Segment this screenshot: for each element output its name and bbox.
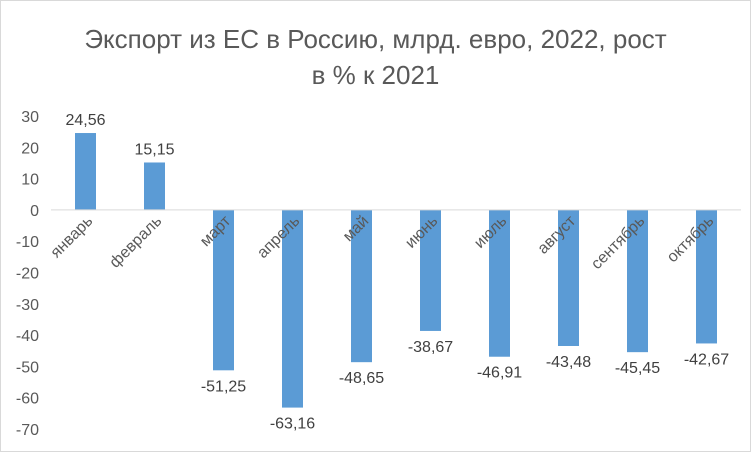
data-label: 24,56 [65,112,105,129]
bar [696,209,717,344]
x-category-label: январь [48,213,97,262]
data-label: 15,15 [134,141,174,158]
y-tick-label: 30 [21,109,39,126]
bar [213,209,234,371]
x-category-label: февраль [107,213,166,272]
bar [627,209,648,353]
data-label: -51,25 [201,378,246,395]
bar [282,209,303,408]
bar [75,133,96,210]
bar [351,209,372,363]
chart-title: Экспорт из ЕС в Россию, млрд. евро, 2022… [1,21,750,93]
data-label: -63,16 [270,416,315,433]
y-tick-label: -60 [16,391,39,408]
bar [420,209,441,331]
data-label: -48,65 [339,370,384,387]
y-tick-label: 10 [21,172,39,189]
data-label: -43,48 [546,354,591,371]
chart-title-line-2: в % к 2021 [311,60,440,90]
y-tick-label: -10 [16,234,39,251]
bar [489,209,510,357]
y-tick-label: -50 [16,359,39,376]
y-tick-label: 0 [30,203,39,220]
bar [144,162,165,210]
y-tick-label: -30 [16,297,39,314]
y-tick-label: -20 [16,266,39,283]
data-label: -46,91 [477,365,522,382]
data-label: -42,67 [684,351,729,368]
y-tick-label: 20 [21,140,39,157]
bar [558,209,579,346]
y-tick-label: -40 [16,328,39,345]
chart-title-line-1: Экспорт из ЕС в Россию, млрд. евро, 2022… [84,24,667,54]
y-tick-label: -70 [16,422,39,439]
data-label: -38,67 [408,339,453,356]
data-label: -45,45 [615,360,660,377]
